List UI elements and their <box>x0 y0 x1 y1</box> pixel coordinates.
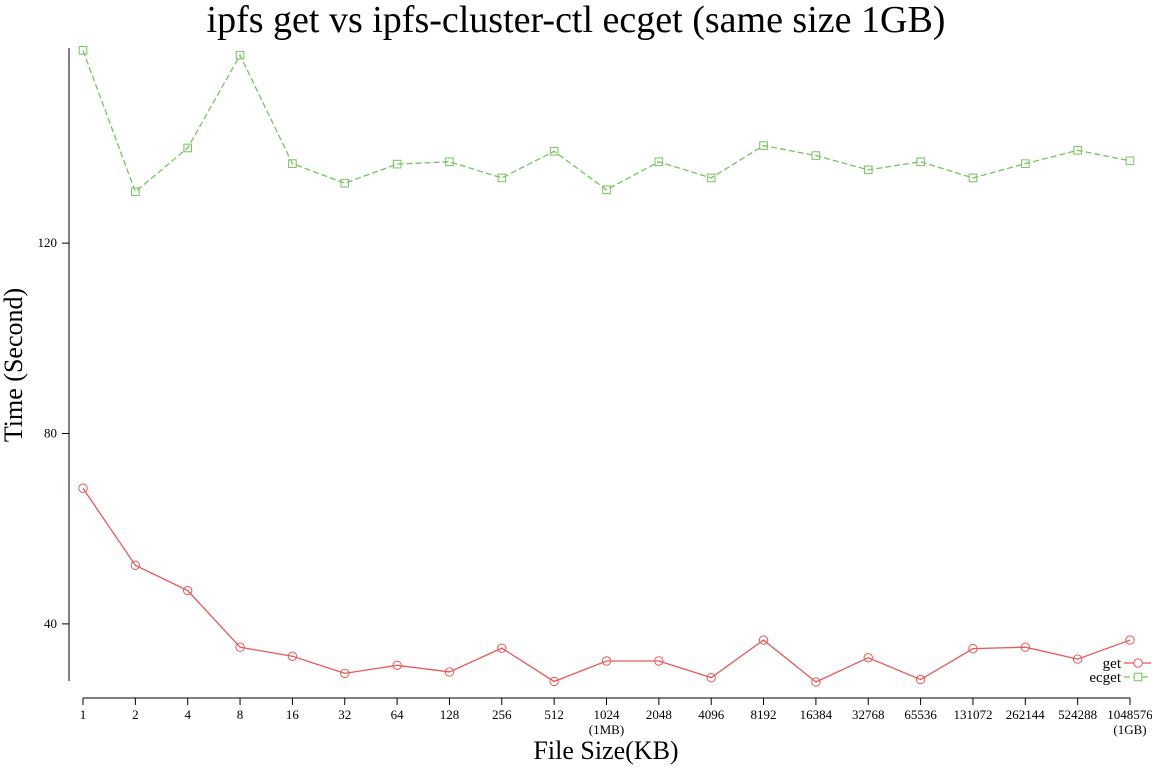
y-ticks: 40 80 120 <box>38 235 69 631</box>
series-line <box>82 487 1131 683</box>
series-get <box>78 483 1135 687</box>
data-point <box>706 672 716 683</box>
chart-title: ipfs get vs ipfs-cluster-ctl ecget (same… <box>207 0 946 41</box>
y-axis-label: Time (Second) <box>0 288 28 442</box>
data-point <box>1125 635 1135 645</box>
data-point <box>811 151 821 160</box>
series-layer <box>78 46 1135 687</box>
x-tick-label: 32768 <box>852 707 885 722</box>
data-point <box>549 146 559 156</box>
x-tick-label: 2048 <box>646 707 672 722</box>
data-point <box>288 159 297 168</box>
x-tick-label: 4 <box>184 707 191 722</box>
data-point <box>863 165 873 175</box>
x-tick-label: 2 <box>132 707 139 722</box>
data-point <box>78 483 88 493</box>
data-point <box>1072 654 1083 664</box>
x-tick-sublabel: (1GB) <box>1113 722 1146 737</box>
data-point <box>392 660 402 670</box>
x-tick-label: 256 <box>492 707 512 722</box>
data-point <box>497 173 507 183</box>
x-tick-label: 1024 <box>594 707 621 722</box>
legend-marker <box>1133 672 1143 682</box>
data-point <box>235 642 245 652</box>
x-axis-label: File Size(KB) <box>533 736 678 765</box>
data-point <box>706 173 716 183</box>
x-tick-label: 16384 <box>800 707 833 722</box>
data-point <box>602 185 611 195</box>
legend-item: ecget <box>1089 670 1151 686</box>
legend-item: get <box>1103 656 1151 672</box>
data-point <box>444 667 455 677</box>
y-tick-label: 80 <box>44 426 57 441</box>
y-tick-label: 40 <box>44 616 57 631</box>
x-tick-label: 65536 <box>904 707 937 722</box>
data-point <box>340 178 350 188</box>
data-point <box>78 46 88 55</box>
data-point <box>968 173 978 183</box>
data-point <box>183 143 192 153</box>
data-point <box>287 651 298 661</box>
data-point <box>811 677 821 687</box>
data-point <box>759 141 768 150</box>
data-point <box>601 656 612 666</box>
x-tick-label: 524288 <box>1058 707 1097 722</box>
data-point <box>968 643 978 654</box>
x-tick-label: 32 <box>338 707 351 722</box>
x-tick-label: 131072 <box>953 707 992 722</box>
data-point <box>235 50 245 60</box>
x-tick-label: 128 <box>440 707 460 722</box>
data-point <box>183 585 193 596</box>
data-point <box>916 157 925 167</box>
x-tick-label: 512 <box>544 707 564 722</box>
x-tick-label: 64 <box>391 707 405 722</box>
x-tick-label: 1048576 <box>1107 707 1152 722</box>
x-tick-label: 4096 <box>698 707 725 722</box>
x-tick-label: 8 <box>237 707 244 722</box>
data-point <box>654 157 664 167</box>
legend-label: ecget <box>1089 670 1121 686</box>
data-point <box>549 676 559 687</box>
series-ecget <box>78 46 1135 197</box>
data-point <box>130 560 141 571</box>
data-point <box>758 635 769 645</box>
data-point <box>1021 159 1030 168</box>
legend-label: get <box>1103 656 1122 672</box>
data-point <box>497 643 507 653</box>
y-tick-label: 120 <box>38 235 58 250</box>
legend-marker <box>1133 658 1143 668</box>
data-point <box>340 668 350 679</box>
x-tick-label: 262144 <box>1006 707 1046 722</box>
data-point <box>1073 146 1082 155</box>
data-point <box>1125 156 1135 166</box>
data-point <box>131 187 140 197</box>
x-ticks: 1 2 4 8 16 32 64 128 256 512 1024(1MB) 2048 4096 8192… <box>80 698 1152 737</box>
data-point <box>445 157 454 167</box>
data-point <box>915 674 926 685</box>
data-point <box>654 656 664 666</box>
x-tick-label: 8192 <box>751 707 777 722</box>
data-point <box>1020 642 1031 652</box>
data-point <box>392 159 402 169</box>
series-line <box>82 50 1131 193</box>
data-point <box>863 652 873 663</box>
x-tick-label: 16 <box>286 707 300 722</box>
x-tick-label: 1 <box>80 707 87 722</box>
x-tick-sublabel: (1MB) <box>589 722 624 737</box>
